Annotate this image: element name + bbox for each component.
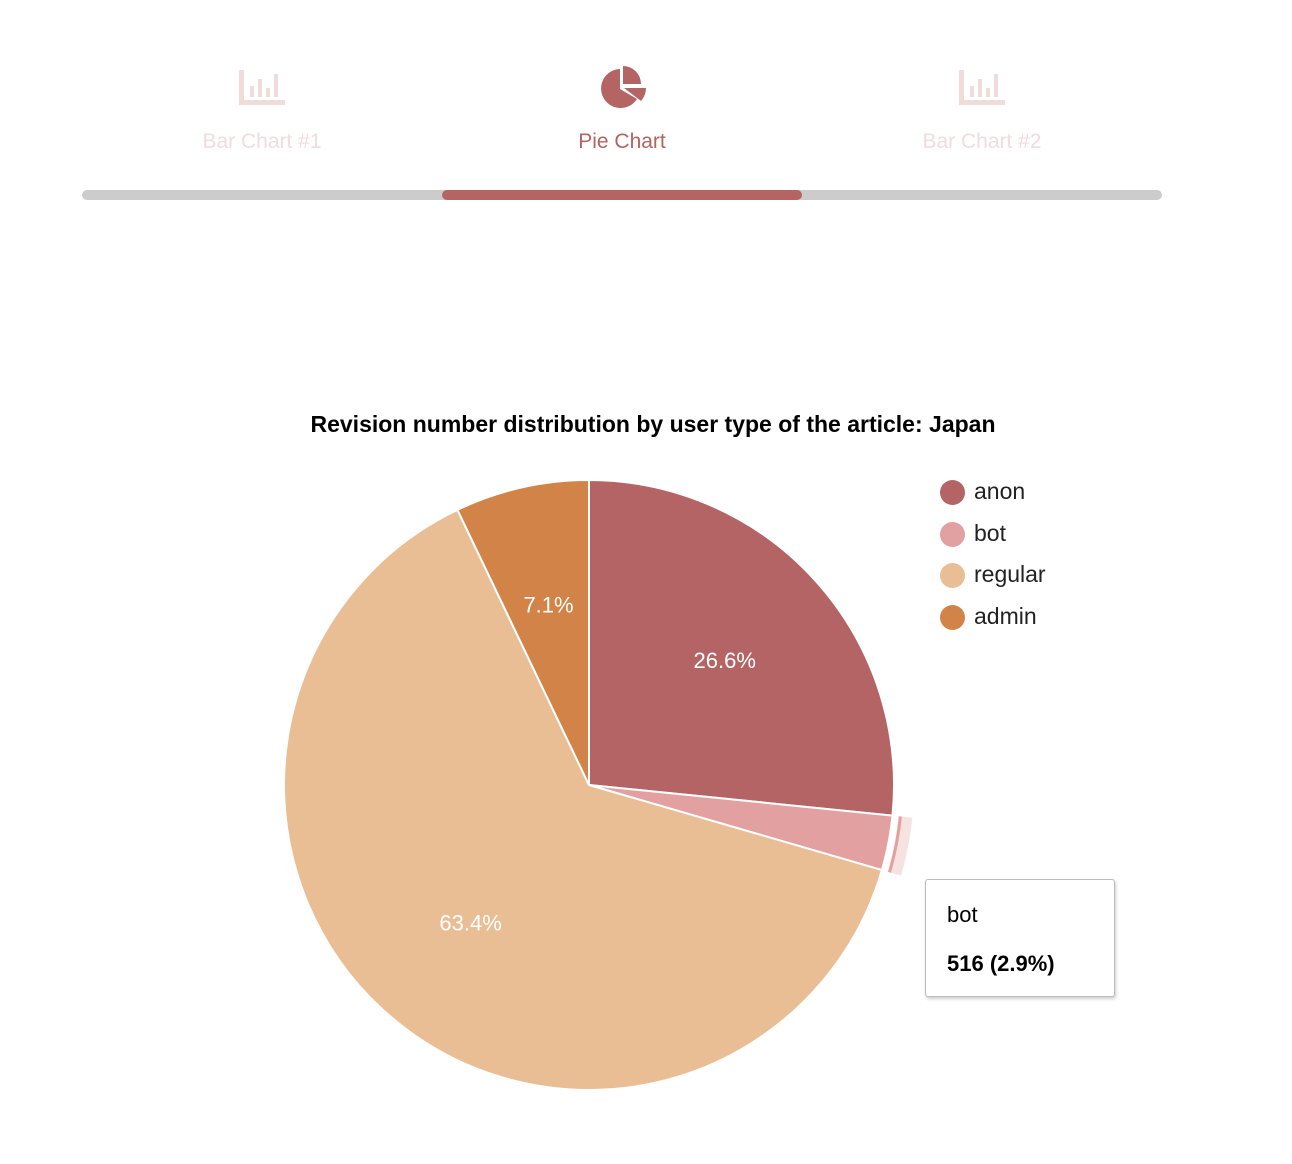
tab-pie-chart[interactable]: Pie Chart (442, 0, 802, 190)
tab-bar-chart-1[interactable]: Bar Chart #1 (82, 0, 442, 190)
tooltip-name: bot (947, 902, 978, 927)
tab-bar-chart-2[interactable]: Bar Chart #2 (802, 0, 1162, 190)
pie-slice-admin[interactable] (456, 478, 590, 786)
slice-label-admin: 7.1% (523, 592, 573, 617)
tooltip-value: 516 (2.9%) (947, 951, 1055, 976)
legend-swatch (940, 563, 965, 589)
legend-swatch (940, 521, 965, 547)
active-tab-indicator (442, 190, 802, 200)
tab-label: Bar Chart #1 (202, 130, 322, 153)
legend-swatch (940, 480, 965, 505)
pie-chart-icon (601, 66, 646, 108)
bar-chart-icon (239, 70, 285, 105)
pie-slice-regular[interactable] (283, 508, 884, 1091)
chart-title: Revision number distribution by user typ… (310, 411, 996, 437)
slice-label-regular: 63.4% (439, 910, 501, 935)
slice-label-anon: 26.6% (694, 648, 756, 673)
bar-chart-icon (959, 70, 1005, 105)
tab-label: Bar Chart #2 (922, 130, 1042, 153)
legend-label: anon (974, 478, 1026, 504)
pie-slice-highlight-edge (888, 816, 902, 873)
pie-slice-anon[interactable] (588, 478, 895, 817)
legend-label: bot (974, 519, 1006, 546)
chart-tab-bar: Bar Chart #1 Pie Chart Bar Chart #2 (82, 0, 1162, 200)
legend-label: regular (974, 561, 1046, 588)
legend-swatch (940, 604, 965, 630)
chart-tooltip: bot 516 (2.9%) (925, 879, 1115, 997)
tab-label: Pie Chart (578, 130, 666, 153)
legend-label: admin (974, 602, 1037, 629)
